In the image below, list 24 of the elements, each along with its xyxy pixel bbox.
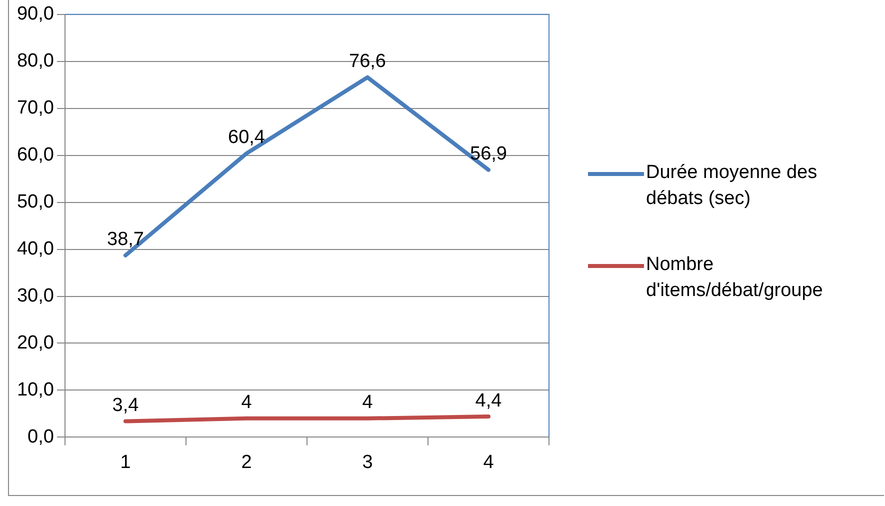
y-tick-label: 50,0	[16, 192, 54, 213]
legend-label: Durée moyenne des débats (sec)	[646, 161, 818, 211]
y-tick-label: 10,0	[16, 379, 54, 400]
x-tick-label: 4	[483, 452, 494, 473]
y-tick-label: 90,0	[16, 4, 54, 25]
x-tick-label: 3	[362, 452, 373, 473]
x-tick-label: 2	[241, 452, 252, 473]
legend-label: Nombre d'items/débat/groupe	[646, 253, 824, 303]
data-label: 4	[241, 392, 252, 414]
y-tick-label: 20,0	[16, 332, 54, 354]
data-label: 60,4	[228, 127, 266, 148]
x-tick-label: 1	[120, 452, 131, 473]
data-label: 56,9	[470, 144, 507, 165]
data-label: 4	[362, 392, 374, 414]
y-tick-label: 60,0	[16, 144, 54, 166]
data-label: 76,6	[349, 51, 386, 72]
y-tick-label: 0,0	[28, 426, 54, 448]
data-label: 4,4	[475, 390, 502, 412]
data-label: 3,4	[112, 394, 140, 416]
data-label: 38,7	[106, 229, 144, 250]
y-tick-label: 70,0	[16, 98, 54, 119]
y-tick-label: 40,0	[16, 238, 54, 260]
y-tick-label: 30,0	[16, 286, 54, 306]
y-tick-label: 80,0	[16, 50, 54, 72]
